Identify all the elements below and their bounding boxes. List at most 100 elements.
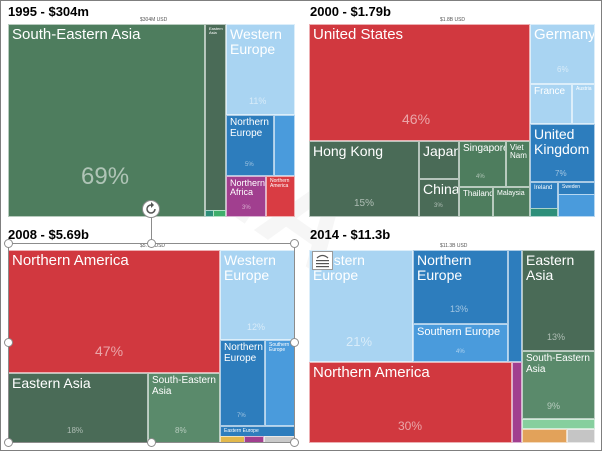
treemap-cell[interactable]: Northern Europe 5%	[226, 115, 274, 176]
cell-label: United Kingdom	[534, 126, 590, 157]
treemap-cell[interactable]: Eastern Asia	[205, 24, 226, 217]
cell-label: South-Eastern Asia	[12, 26, 141, 43]
cell-label: Eastern Asia	[526, 252, 575, 283]
treemap-cell[interactable]: Hong Kong 15%	[309, 141, 419, 217]
treemap-cell[interactable]: Northern America	[266, 176, 295, 217]
treemap-small-cell[interactable]	[558, 194, 595, 217]
cell-label: China	[423, 181, 459, 197]
cell-percent-label: 4%	[456, 349, 465, 355]
cell-label: Northern America	[313, 364, 430, 381]
treemap-cell[interactable]: South-Eastern Asia 9%	[522, 351, 595, 419]
cell-label: France	[534, 86, 566, 97]
resize-handle-middle-right[interactable]	[290, 338, 299, 347]
cell-label: South-Eastern Asia	[526, 353, 590, 375]
cell-label: Northern Europe	[417, 252, 472, 283]
cell-label: Northern America	[12, 252, 129, 269]
cell-label: Northern Europe	[230, 117, 269, 139]
cell-percent-label: 47%	[95, 343, 124, 359]
cell-percent-label: 11%	[249, 96, 267, 106]
treemap-cell[interactable]: Southern Europe 4%	[413, 324, 508, 362]
treemap-cell[interactable]: Austria	[572, 84, 595, 124]
rotate-handle[interactable]	[142, 200, 160, 218]
cell-percent-label: 6%	[557, 65, 569, 74]
treemap-cell[interactable]: United States 46%	[309, 24, 530, 141]
treemap-cell[interactable]: Singapore 4%	[459, 141, 506, 187]
treemap-cell[interactable]: South-Eastern Asia 8%	[148, 373, 220, 443]
treemap-3: Western Europe 21% Northern Europe 13% South…	[309, 250, 595, 443]
resize-handle-bottom-left[interactable]	[4, 438, 13, 447]
resize-handle-middle-left[interactable]	[4, 338, 13, 347]
treemap-1: United States 46% Germany 6% France Austria Un…	[309, 24, 595, 217]
cell-label: Ireland	[534, 185, 553, 191]
treemap-cell[interactable]: Northern Europe 7%	[220, 340, 265, 426]
resize-handle-top-center[interactable]	[147, 239, 156, 248]
cell-label: Northern America	[270, 178, 290, 190]
treemap-cell[interactable]: Western Europe 11%	[226, 24, 295, 115]
cell-label: United States	[313, 26, 404, 43]
total-value-label: $1.8B USD	[440, 17, 466, 23]
cell-percent-label: 12%	[247, 322, 266, 332]
chart-title: 2000 - $1.79b	[310, 4, 391, 19]
treemap-cell[interactable]: Eastern Asia 13%	[522, 250, 595, 351]
treemap-2: Northern America 47% Eastern Asia 18% South-…	[8, 250, 295, 443]
treemap-small-cell[interactable]	[508, 250, 522, 362]
cell-label: Northern Africa	[230, 178, 266, 198]
treemap-small-cell[interactable]	[213, 210, 226, 217]
cell-label: Hong Kong	[313, 143, 384, 159]
cell-label: Eastern Asia	[12, 375, 91, 391]
treemap-small-cell[interactable]	[522, 419, 595, 429]
treemap-cell[interactable]: Northern Europe 13%	[413, 250, 508, 324]
cell-percent-label: 18%	[67, 426, 84, 435]
treemap-cell[interactable]: Western Europe 12%	[220, 250, 295, 340]
treemap-cell[interactable]: Japan	[419, 141, 459, 179]
cell-label: Sweden	[562, 184, 581, 190]
resize-handle-bottom-right[interactable]	[290, 438, 299, 447]
treemap-cell[interactable]: Northern America 47%	[8, 250, 220, 373]
cell-label: Eastern Europe	[224, 428, 259, 434]
treemap-small-cell[interactable]	[512, 362, 522, 443]
chart-title: 2014 - $11.3b	[310, 227, 391, 242]
treemap-cell[interactable]	[274, 115, 295, 176]
cell-percent-label: 21%	[346, 334, 373, 349]
cell-percent-label: 30%	[398, 419, 423, 433]
resize-handle-top-right[interactable]	[290, 239, 299, 248]
resize-handle-bottom-center[interactable]	[147, 438, 156, 447]
treemap-cell[interactable]: Malaysia	[493, 187, 530, 217]
cell-label: Singapore	[463, 143, 506, 154]
treemap-cell[interactable]: Thailand	[459, 187, 493, 217]
cell-percent-label: 7%	[237, 413, 246, 419]
treemap-cell[interactable]: France	[530, 84, 572, 124]
treemap-small-cell[interactable]	[522, 429, 567, 443]
cell-label: Eastern Asia	[209, 26, 223, 36]
treemap-cell[interactable]: United Kingdom 7%	[530, 124, 595, 182]
total-value-label: $304M USD	[140, 17, 168, 23]
selection-box[interactable]	[8, 243, 295, 443]
layout-options-icon[interactable]	[312, 251, 333, 270]
cell-label: Japan	[423, 143, 459, 159]
cell-percent-label: 9%	[547, 401, 561, 411]
cell-percent-label: 3%	[242, 205, 251, 211]
cell-label: South-Eastern Asia	[152, 375, 216, 397]
cell-percent-label: 7%	[555, 169, 567, 178]
cell-percent-label: 69%	[81, 163, 130, 190]
cell-label: Northern Europe	[224, 342, 263, 364]
treemap-cell[interactable]: Northern America 30%	[309, 362, 512, 443]
cell-percent-label: 5%	[245, 162, 254, 168]
treemap-small-cell[interactable]	[567, 429, 595, 443]
cell-percent-label: 13%	[450, 304, 469, 314]
treemap-cell[interactable]: Northern Africa 3%	[226, 176, 266, 217]
resize-handle-top-left[interactable]	[4, 239, 13, 248]
treemap-cell[interactable]: China 3%	[419, 179, 459, 217]
cell-percent-label: 3%	[434, 203, 443, 209]
chart-title: 2008 - $5.69b	[8, 227, 89, 242]
treemap-cell[interactable]: South-Eastern Asia 69%	[8, 24, 205, 217]
treemap-cell[interactable]: Germany 6%	[530, 24, 595, 84]
cell-label: Southern Europe	[417, 326, 501, 338]
treemap-small-cell[interactable]	[530, 208, 558, 217]
treemap-cell[interactable]: Viet Nam	[506, 141, 530, 187]
cell-percent-label: 46%	[402, 111, 431, 127]
treemap-cell[interactable]: Eastern Asia 18%	[8, 373, 148, 443]
cell-label: Western Europe	[230, 26, 282, 57]
cell-label: Viet Nam	[510, 143, 527, 161]
total-value-label: $11.3B USD	[440, 243, 468, 249]
